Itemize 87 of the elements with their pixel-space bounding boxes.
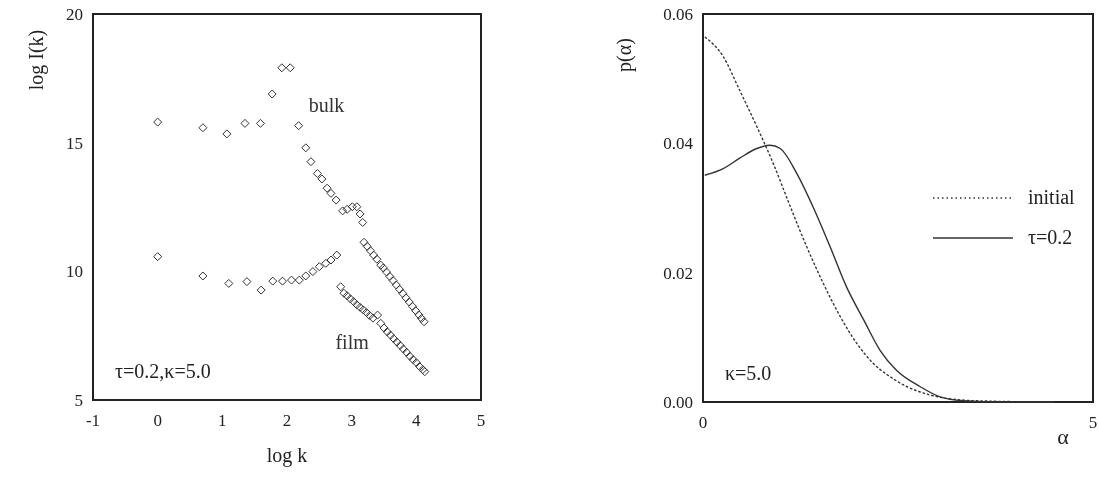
point: [419, 317, 429, 327]
point: [268, 276, 278, 286]
point: [347, 202, 357, 212]
point: [294, 275, 304, 285]
point: [376, 318, 386, 328]
point: [312, 169, 322, 179]
point: [301, 143, 311, 153]
point: [355, 209, 365, 219]
point: [321, 258, 331, 268]
point: [362, 241, 372, 251]
point: [404, 297, 414, 307]
point: [342, 204, 352, 214]
point: [379, 323, 389, 333]
point: [240, 118, 250, 128]
point: [198, 271, 208, 281]
legend-label: τ=0.2: [1028, 226, 1073, 248]
point: [407, 301, 417, 311]
point: [287, 275, 297, 285]
point: [398, 344, 408, 354]
point: [256, 285, 266, 295]
point: [301, 271, 311, 281]
point: [352, 202, 362, 212]
series-label: film: [335, 331, 370, 354]
x-axis-title: log k: [266, 444, 308, 467]
point: [322, 183, 332, 193]
series-label: bulk: [308, 93, 345, 116]
x-tick-label: 4: [412, 411, 422, 430]
point: [382, 267, 392, 277]
y-axis-title: p(α): [613, 38, 636, 72]
point: [405, 351, 415, 361]
point: [332, 250, 342, 260]
x-tick-label: 2: [282, 411, 292, 430]
point: [359, 237, 369, 247]
point: [373, 310, 383, 320]
point: [198, 123, 208, 133]
point: [358, 217, 368, 227]
point: [398, 288, 408, 298]
x-tick-label: 0: [698, 413, 708, 432]
point: [326, 255, 336, 265]
x-tick-label: 0: [153, 411, 162, 430]
legend-label: initial: [1028, 186, 1076, 208]
point: [277, 63, 287, 73]
point: [285, 63, 295, 73]
point: [401, 293, 411, 303]
point: [153, 117, 163, 127]
point: [338, 206, 348, 216]
point: [242, 277, 252, 287]
annotation: κ=5.0: [725, 362, 772, 384]
point: [222, 129, 232, 139]
point: [153, 252, 163, 262]
point: [308, 267, 318, 277]
point: [317, 174, 327, 184]
point: [372, 254, 382, 264]
point: [267, 89, 277, 99]
y-tick-label: 0.06: [663, 5, 693, 24]
x-tick-label: -1: [85, 411, 101, 430]
annotation: τ=0.2,κ=5.0: [115, 360, 211, 382]
y-tick-label: 20: [66, 5, 83, 24]
point: [369, 250, 379, 260]
point: [411, 306, 421, 316]
x-axis-title: α: [1057, 424, 1070, 449]
point: [294, 121, 304, 131]
point: [395, 284, 405, 294]
point: [402, 347, 412, 357]
y-tick-label: 0.00: [663, 393, 693, 412]
y-tick-label: 5: [74, 391, 83, 410]
x-tick-label: 1: [218, 411, 227, 430]
point: [255, 118, 265, 128]
point: [388, 276, 398, 286]
point: [385, 271, 395, 281]
point: [306, 157, 316, 167]
point: [331, 195, 341, 205]
x-tick-label: 3: [347, 411, 356, 430]
y-tick-label: 0.04: [663, 134, 694, 154]
point: [326, 188, 336, 198]
y-tick-label: 10: [66, 262, 83, 282]
x-tick-label: 5: [476, 411, 486, 430]
point: [391, 280, 401, 290]
point: [314, 262, 324, 272]
y-tick-label: 15: [66, 133, 83, 153]
point: [365, 246, 375, 256]
y-tick-label: 0.02: [663, 263, 693, 283]
point: [336, 282, 346, 292]
point: [224, 278, 234, 288]
x-tick-label: 5: [1088, 413, 1098, 432]
y-axis-title: log I(k): [25, 29, 48, 91]
point: [277, 276, 287, 286]
